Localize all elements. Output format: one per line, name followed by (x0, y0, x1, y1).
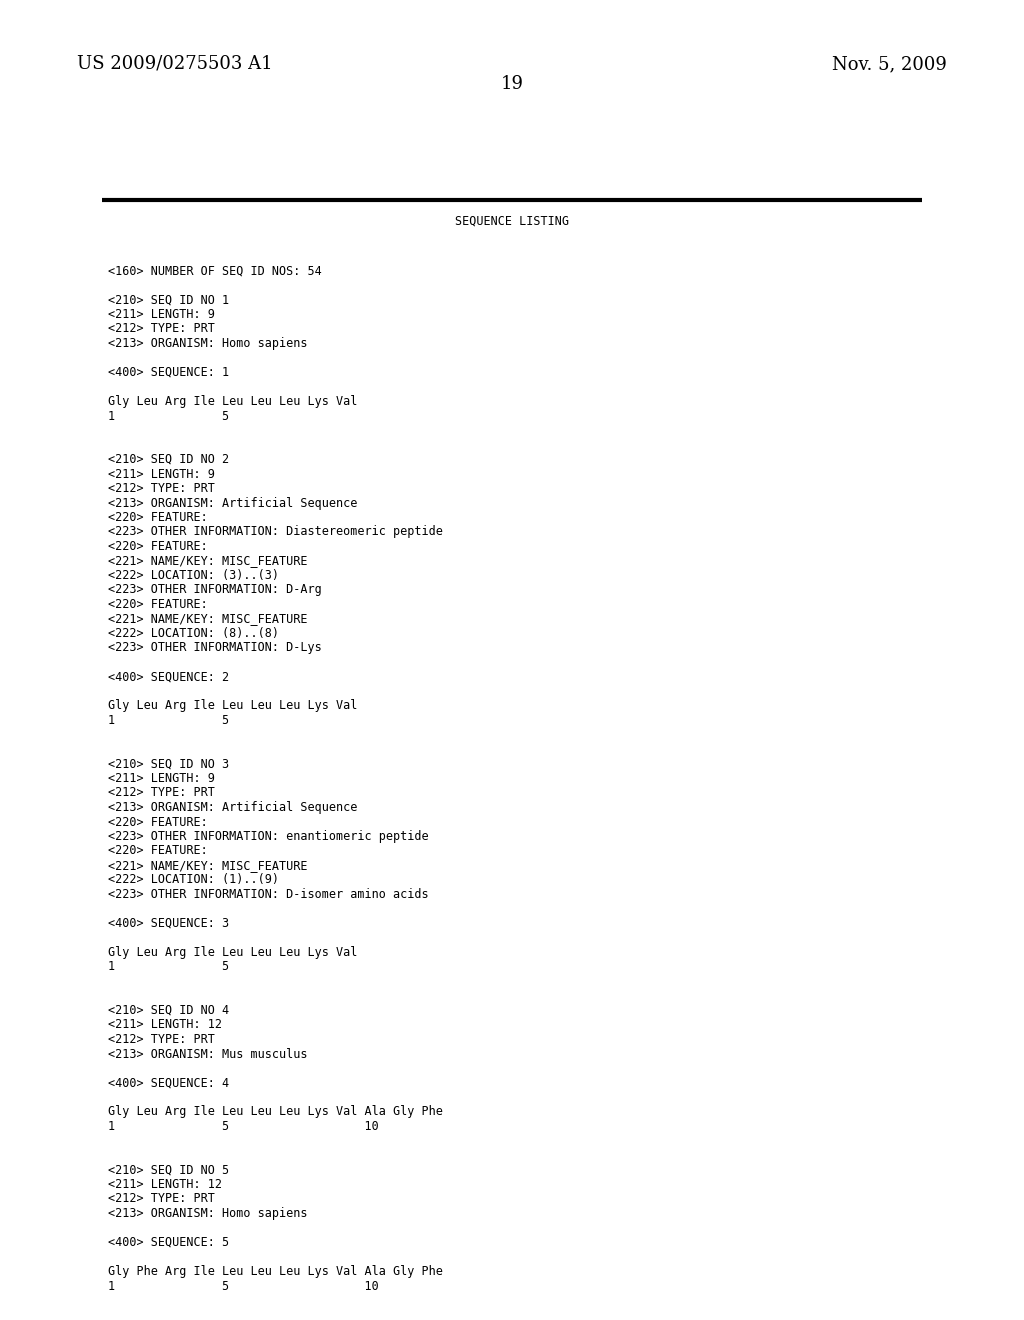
Text: SEQUENCE LISTING: SEQUENCE LISTING (455, 215, 569, 228)
Text: <220> FEATURE:: <220> FEATURE: (108, 816, 208, 829)
Text: <400> SEQUENCE: 1: <400> SEQUENCE: 1 (108, 366, 229, 379)
Text: <213> ORGANISM: Homo sapiens: <213> ORGANISM: Homo sapiens (108, 1206, 307, 1220)
Text: <223> OTHER INFORMATION: D-Lys: <223> OTHER INFORMATION: D-Lys (108, 642, 322, 655)
Text: 1               5                   10: 1 5 10 (108, 1119, 379, 1133)
Text: <220> FEATURE:: <220> FEATURE: (108, 540, 208, 553)
Text: <212> TYPE: PRT: <212> TYPE: PRT (108, 322, 215, 335)
Text: <210> SEQ ID NO 2: <210> SEQ ID NO 2 (108, 453, 229, 466)
Text: <220> FEATURE:: <220> FEATURE: (108, 511, 208, 524)
Text: <220> FEATURE:: <220> FEATURE: (108, 598, 208, 611)
Text: 1               5: 1 5 (108, 961, 229, 974)
Text: 19: 19 (501, 75, 523, 92)
Text: <223> OTHER INFORMATION: enantiomeric peptide: <223> OTHER INFORMATION: enantiomeric pe… (108, 830, 429, 843)
Text: <212> TYPE: PRT: <212> TYPE: PRT (108, 1192, 215, 1205)
Text: Gly Leu Arg Ile Leu Leu Leu Lys Val: Gly Leu Arg Ile Leu Leu Leu Lys Val (108, 700, 357, 713)
Text: <223> OTHER INFORMATION: D-Arg: <223> OTHER INFORMATION: D-Arg (108, 583, 322, 597)
Text: Gly Leu Arg Ile Leu Leu Leu Lys Val: Gly Leu Arg Ile Leu Leu Leu Lys Val (108, 946, 357, 960)
Text: <221> NAME/KEY: MISC_FEATURE: <221> NAME/KEY: MISC_FEATURE (108, 859, 307, 873)
Text: <211> LENGTH: 12: <211> LENGTH: 12 (108, 1019, 222, 1031)
Text: <221> NAME/KEY: MISC_FEATURE: <221> NAME/KEY: MISC_FEATURE (108, 554, 307, 568)
Text: <213> ORGANISM: Homo sapiens: <213> ORGANISM: Homo sapiens (108, 337, 307, 350)
Text: <222> LOCATION: (1)..(9): <222> LOCATION: (1)..(9) (108, 874, 279, 887)
Text: <211> LENGTH: 9: <211> LENGTH: 9 (108, 467, 215, 480)
Text: <160> NUMBER OF SEQ ID NOS: 54: <160> NUMBER OF SEQ ID NOS: 54 (108, 264, 322, 277)
Text: <210> SEQ ID NO 3: <210> SEQ ID NO 3 (108, 758, 229, 771)
Text: <210> SEQ ID NO 1: <210> SEQ ID NO 1 (108, 293, 229, 306)
Text: <212> TYPE: PRT: <212> TYPE: PRT (108, 482, 215, 495)
Text: Gly Leu Arg Ile Leu Leu Leu Lys Val Ala Gly Phe: Gly Leu Arg Ile Leu Leu Leu Lys Val Ala … (108, 1106, 442, 1118)
Text: <222> LOCATION: (8)..(8): <222> LOCATION: (8)..(8) (108, 627, 279, 640)
Text: <220> FEATURE:: <220> FEATURE: (108, 845, 208, 858)
Text: 1               5: 1 5 (108, 714, 229, 727)
Text: <400> SEQUENCE: 2: <400> SEQUENCE: 2 (108, 671, 229, 684)
Text: <222> LOCATION: (3)..(3): <222> LOCATION: (3)..(3) (108, 569, 279, 582)
Text: <400> SEQUENCE: 4: <400> SEQUENCE: 4 (108, 1077, 229, 1089)
Text: <400> SEQUENCE: 5: <400> SEQUENCE: 5 (108, 1236, 229, 1249)
Text: <223> OTHER INFORMATION: D-isomer amino acids: <223> OTHER INFORMATION: D-isomer amino … (108, 888, 429, 902)
Text: <213> ORGANISM: Mus musculus: <213> ORGANISM: Mus musculus (108, 1048, 307, 1060)
Text: <221> NAME/KEY: MISC_FEATURE: <221> NAME/KEY: MISC_FEATURE (108, 612, 307, 626)
Text: <223> OTHER INFORMATION: Diastereomeric peptide: <223> OTHER INFORMATION: Diastereomeric … (108, 525, 442, 539)
Text: Gly Phe Arg Ile Leu Leu Leu Lys Val Ala Gly Phe: Gly Phe Arg Ile Leu Leu Leu Lys Val Ala … (108, 1265, 442, 1278)
Text: 1               5                   10: 1 5 10 (108, 1279, 379, 1292)
Text: <212> TYPE: PRT: <212> TYPE: PRT (108, 787, 215, 800)
Text: <213> ORGANISM: Artificial Sequence: <213> ORGANISM: Artificial Sequence (108, 801, 357, 814)
Text: Gly Leu Arg Ile Leu Leu Leu Lys Val: Gly Leu Arg Ile Leu Leu Leu Lys Val (108, 395, 357, 408)
Text: <210> SEQ ID NO 4: <210> SEQ ID NO 4 (108, 1005, 229, 1016)
Text: Nov. 5, 2009: Nov. 5, 2009 (833, 55, 947, 73)
Text: <212> TYPE: PRT: <212> TYPE: PRT (108, 1034, 215, 1045)
Text: <211> LENGTH: 12: <211> LENGTH: 12 (108, 1177, 222, 1191)
Text: 1               5: 1 5 (108, 409, 229, 422)
Text: <213> ORGANISM: Artificial Sequence: <213> ORGANISM: Artificial Sequence (108, 496, 357, 510)
Text: <211> LENGTH: 9: <211> LENGTH: 9 (108, 772, 215, 785)
Text: US 2009/0275503 A1: US 2009/0275503 A1 (77, 55, 272, 73)
Text: <210> SEQ ID NO 5: <210> SEQ ID NO 5 (108, 1163, 229, 1176)
Text: <400> SEQUENCE: 3: <400> SEQUENCE: 3 (108, 917, 229, 931)
Text: <211> LENGTH: 9: <211> LENGTH: 9 (108, 308, 215, 321)
